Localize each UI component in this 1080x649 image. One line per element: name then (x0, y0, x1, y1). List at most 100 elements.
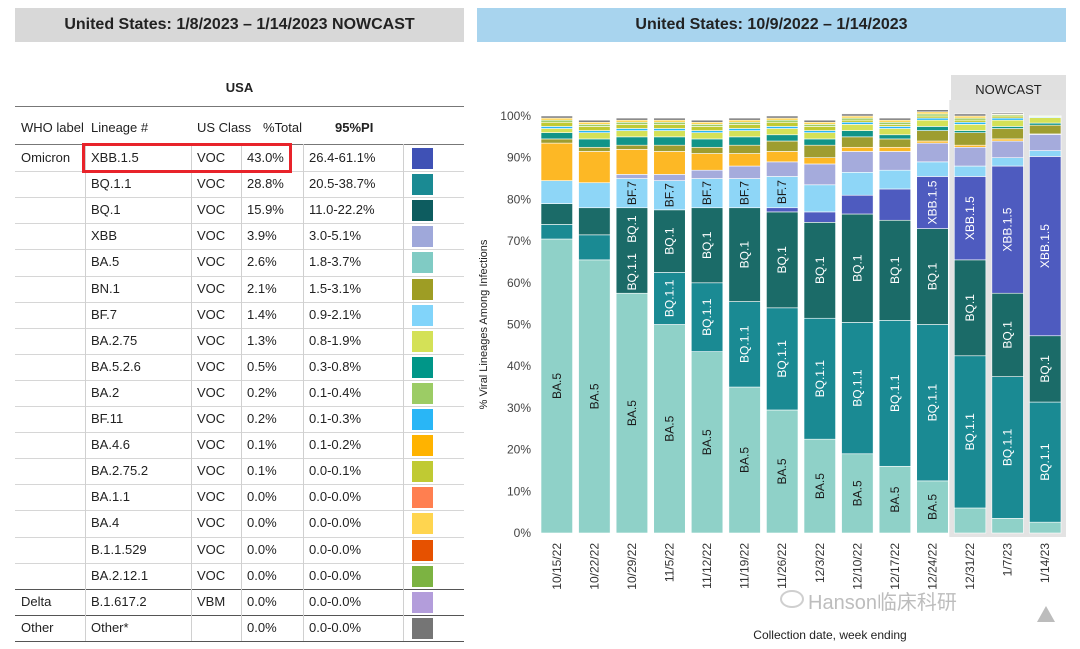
bar-segment (615, 292, 649, 534)
bar-segment (578, 119, 611, 123)
bar-segment (690, 124, 724, 127)
cell-pi: 0.0-0.0% (309, 541, 362, 557)
bar-segment (916, 117, 949, 121)
scroll-up-icon[interactable] (1037, 606, 1055, 622)
bar-segment (690, 130, 724, 133)
cell-who: Omicron (21, 150, 71, 165)
cell-pi: 20.5-38.7% (309, 176, 376, 192)
x-tick-label: 10/29/22 (625, 543, 639, 590)
row-divider (15, 588, 464, 590)
bar-segment (878, 219, 912, 321)
color-swatch (412, 409, 433, 430)
bar-segment (728, 117, 761, 121)
color-swatch (412, 200, 433, 222)
bar-segment (803, 119, 836, 123)
bar-segment (615, 178, 649, 209)
bar-label: BQ.1 (813, 256, 827, 284)
cell-lineage: BA.2 (91, 384, 120, 400)
bar-segment (578, 126, 611, 131)
bar-segment (916, 119, 949, 127)
bar-label: BQ.1 (1001, 321, 1015, 349)
bar-label: BQ.1.1 (625, 253, 639, 291)
bar-segment (728, 124, 761, 129)
cell-pct: 15.9% (247, 202, 284, 218)
bar-label: BA.5 (625, 400, 639, 426)
bar-segment (690, 126, 724, 131)
row-divider (15, 406, 464, 407)
bar-label: BQ.1.1 (963, 413, 977, 451)
bar-segment (653, 151, 686, 175)
cell-lineage: BA.4 (91, 515, 120, 531)
cell-pct: 0.0% (247, 593, 277, 609)
bar-segment (803, 121, 836, 125)
bar-segment (803, 163, 836, 186)
bar-segment (916, 480, 949, 534)
bar-segment (878, 465, 912, 534)
bar-segment (578, 132, 611, 140)
bar-segment (878, 151, 912, 171)
cell-lineage: BF.7 (91, 306, 118, 322)
column-header: US Class (197, 120, 252, 135)
table-row: XBB VOC 3.9% 3.0-5.1% (15, 223, 464, 249)
table-row: BF.11 VOC 0.2% 0.1-0.3% (15, 406, 464, 432)
bar-segment (578, 151, 611, 184)
bar-segment (653, 128, 686, 131)
bar-segment (540, 138, 573, 144)
bar-label: BF.7 (663, 183, 677, 207)
column-header: Lineage # (91, 120, 149, 135)
bar-segment (878, 117, 912, 121)
x-tick-label: 12/24/22 (926, 543, 940, 590)
cell-cls: VOC (197, 358, 226, 374)
bar-segment (991, 165, 1024, 294)
bar-segment (615, 130, 649, 138)
x-tick-label: 1/7/23 (1001, 543, 1015, 577)
table-row: BF.7 VOC 1.4% 0.9-2.1% (15, 302, 464, 328)
bar-segment (953, 117, 987, 121)
cell-pct: 0.0% (247, 541, 277, 557)
row-divider (15, 275, 464, 277)
watermark: Hanson临床科研 (808, 592, 957, 614)
bar-segment (690, 207, 724, 284)
bar-segment (916, 113, 949, 117)
cell-pct: 0.5% (247, 358, 277, 374)
bar-segment (841, 130, 874, 138)
color-swatch (412, 356, 433, 378)
bar-label: BQ.1.1 (663, 279, 677, 317)
cell-pi: 0.0-0.0% (309, 515, 362, 531)
bar-segment (916, 228, 949, 325)
bar-segment (578, 124, 611, 127)
table-row: Delta B.1.617.2 VBM 0.0% 0.0-0.0% (15, 589, 464, 615)
bar-segment (540, 203, 573, 225)
bar-segment (766, 117, 799, 121)
cell-pct: 28.8% (247, 176, 284, 192)
bar-segment (878, 128, 912, 136)
color-swatch (412, 565, 433, 587)
bar-segment (578, 138, 611, 148)
bar-segment (578, 259, 611, 534)
cell-cls: VOC (197, 489, 226, 505)
column-divider (403, 144, 404, 641)
cell-pct: 0.0% (247, 567, 277, 583)
bar-segment (841, 119, 874, 123)
x-tick-label: 11/26/22 (775, 543, 789, 589)
row-divider (15, 197, 464, 199)
bar-segment (728, 136, 761, 146)
bar-segment (653, 117, 686, 121)
right-panel-header: United States: 10/9/2022 – 1/14/2023 (477, 8, 1066, 42)
bar-label: BA.5 (700, 429, 714, 455)
bar-label: BF.7 (700, 181, 714, 205)
bar-segment (766, 161, 799, 177)
bar-segment (841, 171, 874, 196)
table-row: BA.2.75 VOC 1.3% 0.8-1.9% (15, 328, 464, 354)
bar-segment (1029, 117, 1062, 124)
bar-segment (803, 132, 836, 140)
cell-cls: VOC (197, 384, 226, 400)
color-swatch (412, 435, 433, 457)
cell-cls: VOC (197, 280, 226, 296)
color-swatch (412, 487, 433, 509)
bar-segment (766, 134, 799, 142)
cell-pct: 0.0% (247, 489, 277, 505)
cell-pct: 0.0% (247, 515, 277, 531)
bar-segment (766, 128, 799, 136)
cell-lineage: BA.1.1 (91, 489, 131, 505)
